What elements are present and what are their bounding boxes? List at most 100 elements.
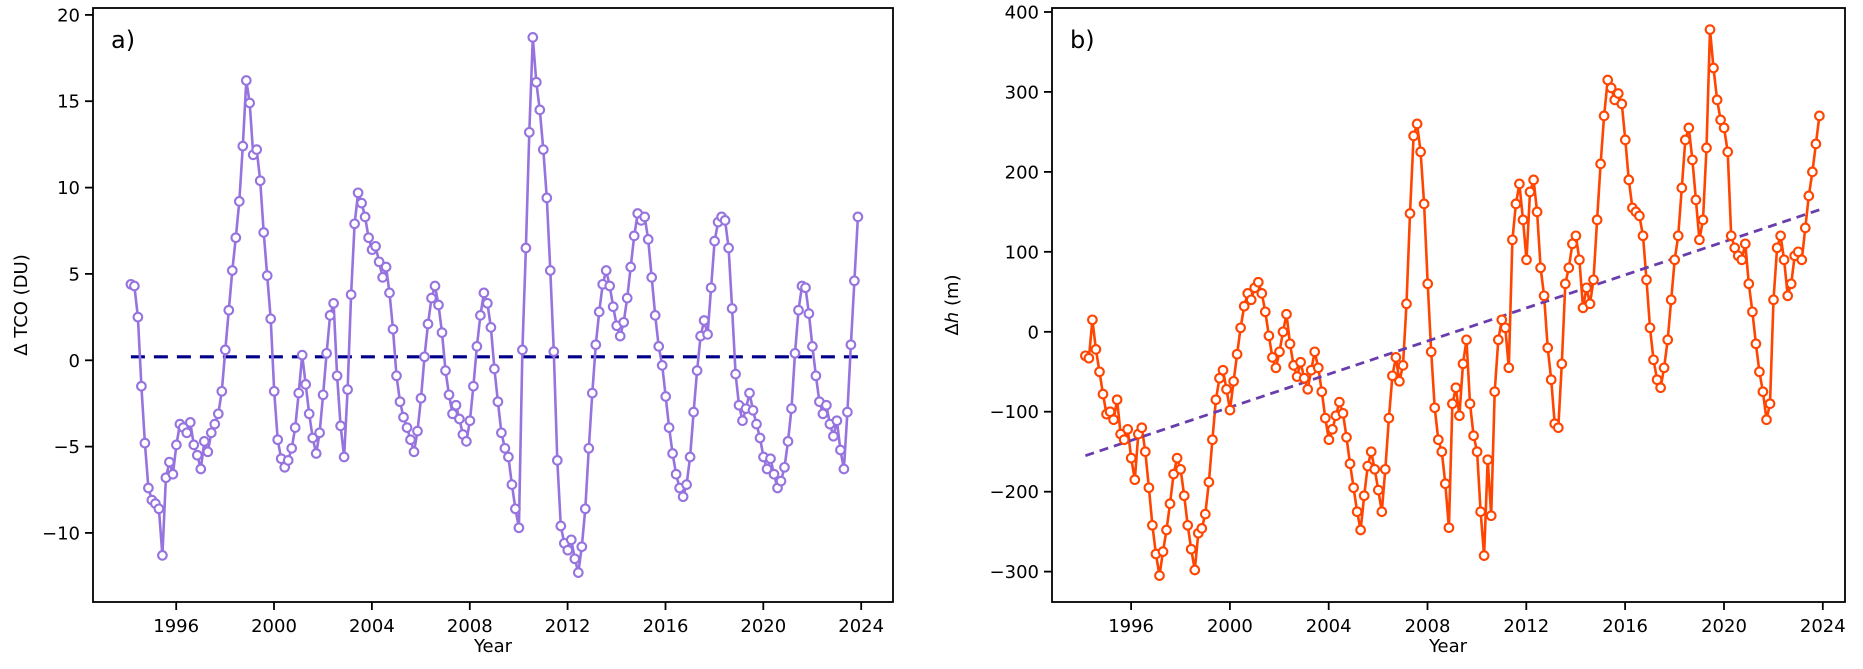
data-point-marker	[1747, 306, 1758, 318]
data-point-marker	[1161, 524, 1172, 536]
data-point-marker	[1372, 484, 1384, 496]
data-point-marker	[198, 436, 210, 447]
data-point-marker	[1203, 476, 1215, 488]
data-point-marker	[1429, 402, 1441, 414]
data-point-marker	[786, 403, 797, 414]
data-point-marker	[1408, 130, 1419, 142]
data-point-marker	[1365, 446, 1377, 458]
data-point-marker	[751, 418, 762, 430]
data-point-marker	[471, 341, 483, 352]
data-point-marker	[1736, 254, 1748, 266]
data-point-marker	[1189, 564, 1201, 576]
data-point-marker	[167, 468, 179, 480]
data-point-marker	[408, 446, 420, 458]
y-tick-label: −200	[990, 482, 1039, 503]
data-point-marker	[496, 427, 507, 439]
data-point-marker	[1316, 386, 1328, 398]
data-point-marker	[1711, 94, 1723, 106]
data-point-marker	[754, 432, 766, 444]
data-point-marker	[1175, 463, 1186, 475]
data-point-marker	[139, 437, 151, 449]
y-axis-label-b-text: Δ	[942, 323, 963, 336]
data-point-marker	[1764, 398, 1776, 410]
data-point-marker	[838, 463, 850, 475]
data-point-marker	[852, 211, 864, 223]
data-point-marker	[391, 370, 402, 382]
data-point-marker	[1499, 322, 1511, 334]
data-point-marker	[604, 280, 616, 292]
data-point-marker	[440, 365, 451, 376]
data-point-marker	[1139, 446, 1151, 458]
y-axis-label-a-text: Δ TCO (DU)	[11, 254, 32, 356]
data-point-marker	[551, 455, 563, 466]
data-point-marker	[300, 379, 312, 390]
data-point-marker	[363, 232, 374, 244]
data-point-marker	[1574, 254, 1585, 266]
data-point-marker	[1754, 366, 1765, 378]
y-tick-label: −300	[990, 562, 1039, 583]
x-tick-label: 2012	[1503, 616, 1549, 637]
data-point-marker	[1154, 570, 1165, 581]
data-point-marker	[527, 32, 539, 43]
data-point-marker	[628, 230, 640, 242]
data-point-marker	[803, 308, 815, 319]
data-point-marker	[1447, 398, 1458, 410]
data-point-marker	[1605, 82, 1617, 94]
data-point-marker	[1415, 146, 1426, 158]
data-point-marker	[817, 408, 829, 420]
data-point-marker	[765, 453, 776, 465]
data-point-marker	[1697, 214, 1709, 226]
data-point-marker	[747, 404, 759, 416]
data-point-marker	[1418, 198, 1430, 210]
data-point-marker	[426, 292, 437, 304]
data-point-marker	[1281, 308, 1292, 320]
data-point-marker	[1690, 194, 1702, 206]
data-point-marker	[1263, 330, 1275, 342]
data-point-marker	[1743, 278, 1755, 290]
data-point-marker	[1122, 423, 1134, 435]
data-point-marker	[1199, 508, 1211, 520]
data-point-marker	[1655, 382, 1666, 394]
data-point-marker	[1478, 550, 1490, 561]
data-point-marker	[1687, 154, 1698, 166]
data-point-marker	[1454, 410, 1465, 422]
data-point-marker	[1252, 276, 1264, 288]
data-point-marker	[1464, 398, 1476, 410]
data-point-marker	[237, 140, 249, 152]
data-point-marker	[468, 380, 479, 392]
data-point-marker	[810, 370, 822, 382]
data-point-marker	[1443, 522, 1455, 534]
data-point-marker	[230, 232, 242, 244]
panel-b-letter: b)	[1070, 26, 1095, 54]
x-tick-label: 1996	[153, 616, 199, 637]
x-tick-label: 2024	[1800, 616, 1846, 637]
data-point-marker	[782, 436, 794, 447]
data-point-marker	[370, 240, 381, 252]
data-point-marker	[579, 503, 591, 515]
plot-border	[1051, 7, 1846, 603]
data-point-marker	[1436, 446, 1448, 458]
data-point-marker	[719, 215, 731, 226]
data-point-marker	[345, 289, 357, 300]
data-point-marker	[268, 385, 280, 397]
data-point-marker	[723, 242, 734, 254]
data-point-marker	[1782, 290, 1794, 302]
data-point-marker	[1683, 122, 1695, 134]
data-point-marker	[1228, 375, 1239, 387]
data-point-marker	[191, 449, 203, 461]
data-point-marker	[639, 211, 651, 223]
data-point-marker	[373, 256, 385, 268]
data-point-marker	[136, 380, 147, 392]
data-point-marker	[461, 436, 472, 447]
data-point-marker	[1171, 452, 1183, 464]
data-point-marker	[1482, 454, 1494, 466]
data-point-marker	[698, 315, 710, 326]
y-tick-label: −100	[990, 402, 1039, 423]
y-tick-label: 20	[57, 5, 80, 26]
data-point-marker	[1672, 230, 1684, 242]
data-point-marker	[356, 197, 367, 209]
x-tick-label: 2020	[1701, 616, 1747, 637]
data-point-marker	[405, 434, 416, 446]
data-point-marker	[1471, 446, 1483, 458]
series-line	[130, 36, 860, 574]
